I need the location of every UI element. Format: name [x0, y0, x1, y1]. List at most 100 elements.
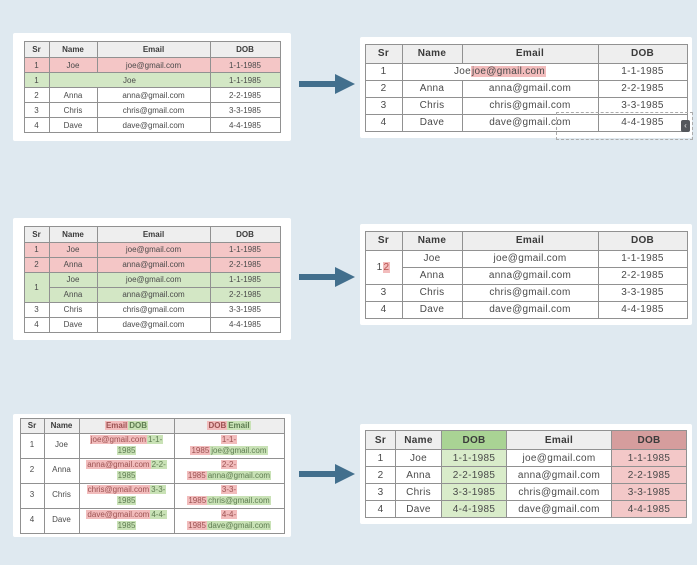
- cell: 3: [19, 482, 45, 509]
- cell-text: anna@gmail.com: [206, 470, 272, 480]
- cell-text: Joe: [123, 75, 136, 85]
- table-row: 2 Anna 2-2-1985 anna@gmail.com 2-2-1985: [365, 466, 687, 484]
- header-cell: Sr: [364, 230, 403, 251]
- header-cell: DOB: [441, 430, 507, 450]
- cell-text: dave@gmail.com: [206, 520, 271, 530]
- cell: 3-3-1985: [597, 96, 688, 115]
- cell: Joe: [401, 249, 463, 268]
- cell: 1-1-1985: [209, 241, 281, 258]
- cell-text: chris@gmail.com: [122, 105, 185, 115]
- example-2-source-panel: Sr Name Email DOB 1 Joe joe@gmail.com 1-1-1985 2…: [13, 218, 291, 340]
- header-cell: Email: [96, 225, 211, 243]
- cell-text: 4-4-1985: [621, 304, 664, 315]
- cell: dave@gmail.com 4-4- 1985: [78, 507, 175, 534]
- cell: joe@gmail.com: [506, 449, 612, 467]
- cell-text: DOB: [236, 45, 254, 54]
- cell: Joe: [48, 241, 98, 258]
- cell: 2-2- 1985 anna@gmail.com: [173, 457, 285, 484]
- cell: dave@gmail.com: [506, 500, 612, 518]
- cell-text: DOB: [462, 434, 486, 446]
- table-row: Anna anna@gmail.com 2-2-1985: [365, 266, 688, 285]
- cell-text: joe@gmail.com: [125, 245, 182, 254]
- cell: dave@gmail.com: [96, 316, 211, 333]
- cell: Anna: [48, 286, 98, 303]
- cell-text: 1-1-1985: [228, 275, 262, 284]
- example-3-result-table: Sr Name DOB Email DOB 1 Joe 1-1-1985 joe@gmail.c…: [365, 430, 687, 518]
- table-row: 1 Joe joe@gmail.com 1-1-1985: [23, 271, 281, 303]
- cell-text: Joe: [66, 60, 80, 70]
- cell-text: 2-2-: [220, 460, 238, 470]
- cell: 1: [23, 271, 50, 303]
- cell: 2-2-1985: [209, 87, 281, 103]
- example-2-result-panel: Sr Name Email DOB 12 Joe joe@gmail.com 1-1-1985…: [360, 224, 692, 325]
- cell-text: 1: [376, 261, 383, 273]
- cell-text: dave@gmail.com: [518, 503, 600, 515]
- cell: 2-2-1985: [441, 466, 507, 484]
- cell: 4-4-1985: [611, 500, 687, 518]
- header-row: Sr Name Email DOB: [23, 41, 281, 58]
- header-cell: DOB Email: [173, 417, 285, 434]
- cell-text: 1985: [187, 495, 208, 505]
- cell: 1-1-1985: [441, 449, 507, 467]
- cell: Dave: [401, 113, 463, 132]
- cell: 4-4-1985: [441, 500, 507, 518]
- cell-text: 1-1-1985: [228, 60, 262, 70]
- cell-text: 3-3-1985: [627, 486, 671, 498]
- cell-text: 2: [377, 469, 384, 481]
- cell-text: anna@gmail.com: [122, 90, 185, 100]
- cell-text: 4: [29, 515, 35, 525]
- cell: Dave: [395, 500, 442, 518]
- header-row: Sr Name Email DOB: [23, 225, 281, 243]
- cell: Anna: [395, 466, 442, 484]
- cell-text: anna@gmail.com: [122, 290, 185, 299]
- cell: 2-2-1985: [209, 286, 281, 303]
- cell-text: Email: [142, 229, 165, 239]
- cell-text: dave@gmail.com: [489, 304, 571, 315]
- cell: Chris: [395, 483, 442, 501]
- cell-text: Joe: [409, 452, 428, 464]
- example-1-source-panel: Sr Name Email DOB 1 Joe joe@gmail.com 1-1-1985 1…: [13, 33, 291, 141]
- cell: 3-3-1985: [611, 483, 687, 501]
- cell: 2-2-1985: [597, 79, 688, 98]
- cell-text: DOB: [637, 434, 661, 446]
- header-cell: Sr: [19, 417, 45, 434]
- cell-text: 4-4-1985: [627, 503, 671, 515]
- header-cell: DOB: [597, 230, 688, 251]
- cell: Joe: [43, 432, 80, 459]
- cell: anna@gmail.com: [96, 286, 211, 303]
- cell-text: 1985: [190, 445, 211, 455]
- header-cell: Sr: [365, 430, 396, 450]
- cell: 1-1-1985: [209, 72, 281, 88]
- cell: anna@gmail.com 2-2- 1985: [78, 457, 175, 484]
- data-table: Sr Name Email DOB 1 Joe joe@gmail.com 1-1-1985 2…: [23, 225, 281, 333]
- header-row: Sr Name Email DOB: [364, 43, 688, 64]
- cell-text: 2-2-1985: [452, 469, 496, 481]
- drag-handle-icon[interactable]: ‹: [681, 120, 690, 132]
- cell-text: 4: [34, 320, 39, 329]
- cell-text: 3: [380, 100, 387, 111]
- example-1-source-table: Sr Name Email DOB 1 Joe joe@gmail.com 1-1-1985 1…: [23, 41, 281, 133]
- table-row: 4 Dave dave@gmail.com 4-4-1985: [364, 300, 688, 319]
- cell-text: 1: [377, 452, 384, 464]
- cell: chris@gmail.com: [461, 283, 599, 302]
- cell-text: 3: [29, 490, 35, 500]
- cell: Chris: [48, 102, 98, 118]
- cell-text: Anna: [63, 90, 83, 100]
- cell: 2: [365, 466, 396, 484]
- cell: Chris: [43, 482, 80, 509]
- cell-text: 2-2-: [150, 460, 167, 470]
- cell: joe@gmail.com: [96, 241, 211, 258]
- cell: 1: [23, 72, 50, 88]
- cell: 2-2-1985: [209, 256, 281, 273]
- header-row: Sr Name DOB Email DOB: [365, 430, 687, 450]
- cell: 1-1-1985: [209, 57, 281, 73]
- cell-text: 3-3-1985: [452, 486, 496, 498]
- cell-text: chris@gmail.com: [489, 287, 571, 298]
- example-1-result-panel: Sr Name Email DOB 1 Joejoe@gmail.com 1-1-1985 2…: [360, 37, 692, 138]
- header-cell: Name: [48, 41, 98, 58]
- header-cell: DOB: [209, 225, 281, 243]
- cell: Dave: [401, 300, 463, 319]
- table-row: 12 Joe joe@gmail.com 1-1-1985: [364, 249, 688, 285]
- table-row: 2 Anna anna@gmail.com 2-2- 1985 2-2- 1985 anna@…: [19, 457, 285, 484]
